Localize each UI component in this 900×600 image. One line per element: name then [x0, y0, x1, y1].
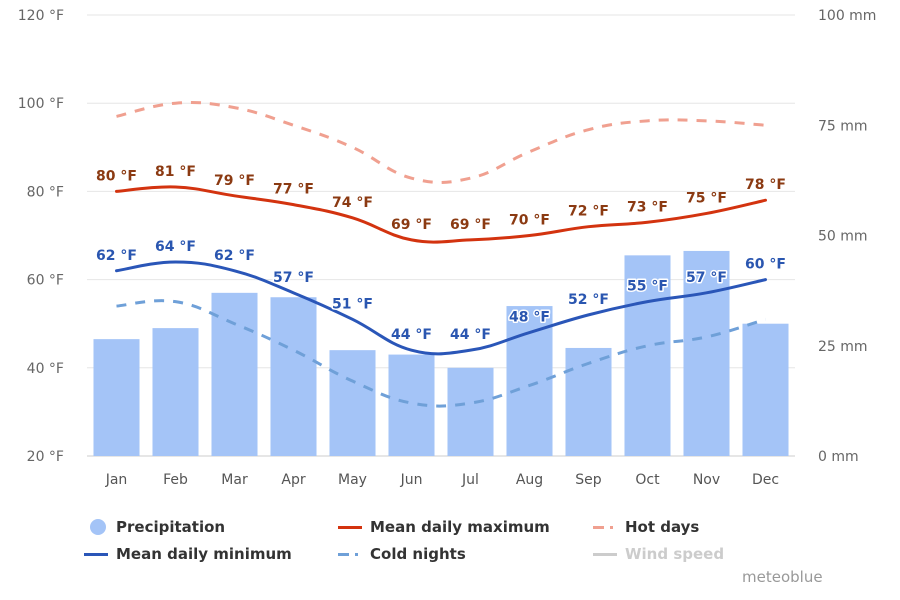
left-axis: 20 °F 40 °F 60 °F 80 °F 100 °F 120 °F — [18, 8, 64, 465]
left-tick-label: 120 °F — [18, 8, 64, 24]
precipitation-bar — [329, 350, 376, 456]
legend-item-mean-daily-maximum[interactable]: Mean daily maximum — [338, 516, 550, 538]
left-tick-label: 40 °F — [27, 361, 64, 377]
data-label: 48 °F — [509, 310, 550, 326]
data-label: 52 °F — [568, 292, 609, 308]
precipitation-bars — [93, 250, 789, 456]
x-tick-label: Mar — [221, 472, 248, 488]
data-label: 60 °F — [745, 257, 786, 273]
x-tick-label: Aug — [516, 472, 543, 488]
data-label: 75 °F — [686, 190, 727, 206]
right-tick-label: 100 mm — [818, 8, 876, 24]
data-label: 73 °F — [627, 199, 668, 215]
x-axis: Jan Feb Mar Apr May Jun Jul Aug Sep Oct Nov Dec — [105, 472, 779, 488]
legend-label: Hot days — [625, 518, 700, 536]
legend-item-wind-speed[interactable]: Wind speed — [593, 543, 724, 565]
x-tick-label: May — [338, 472, 367, 488]
data-label: 78 °F — [745, 177, 786, 193]
dash-dot-icon — [338, 543, 364, 565]
right-axis: 0 mm 25 mm 50 mm 75 mm 100 mm — [818, 8, 876, 465]
data-label: 69 °F — [450, 217, 491, 233]
line-icon — [84, 543, 110, 565]
data-label: 77 °F — [273, 182, 314, 198]
mean-daily-maximum-line — [115, 185, 767, 244]
precipitation-bar — [388, 354, 435, 456]
legend-item-precipitation[interactable]: Precipitation — [84, 516, 225, 538]
data-label: 44 °F — [450, 327, 491, 343]
legend-label: Precipitation — [116, 518, 226, 536]
legend-label: Cold nights — [370, 545, 466, 563]
precipitation-bar — [565, 347, 612, 456]
data-label: 44 °F — [391, 327, 432, 343]
data-labels: 80 °F 81 °F 79 °F 77 °F 74 °F 69 °F 69 °F 70 °F… — [95, 164, 788, 345]
left-tick-label: 100 °F — [18, 96, 64, 112]
hot-days-line — [116, 101, 766, 184]
precipitation-bar — [93, 339, 140, 456]
precipitation-bar — [211, 292, 258, 456]
data-label: 72 °F — [568, 204, 609, 220]
precipitation-bar — [152, 328, 199, 456]
legend-label: Mean daily maximum — [370, 518, 550, 536]
x-tick-label: Oct — [635, 472, 660, 488]
right-tick-label: 25 mm — [818, 339, 868, 355]
data-label: 55 °F — [627, 279, 668, 295]
x-tick-label: Sep — [575, 472, 602, 488]
data-label: 57 °F — [273, 270, 314, 286]
line-icon — [593, 543, 619, 565]
data-label: 64 °F — [155, 239, 196, 255]
legend: Precipitation Mean daily maximum Hot day… — [0, 512, 900, 572]
left-tick-label: 80 °F — [27, 184, 64, 200]
data-label: 79 °F — [214, 173, 255, 189]
precipitation-bar — [742, 323, 789, 456]
data-label: 62 °F — [96, 248, 137, 264]
mean-daily-minimum-line — [115, 260, 767, 356]
line-icon — [338, 516, 364, 538]
legend-item-cold-nights[interactable]: Cold nights — [338, 543, 466, 565]
x-tick-label: Jul — [461, 472, 479, 488]
legend-label: Mean daily minimum — [116, 545, 292, 563]
data-label: 70 °F — [509, 213, 550, 229]
data-label: 74 °F — [332, 195, 373, 211]
x-tick-label: Jan — [105, 472, 128, 488]
right-tick-label: 0 mm — [818, 449, 859, 465]
x-tick-label: Jun — [400, 472, 423, 488]
x-tick-label: Nov — [693, 472, 720, 488]
data-label: 62 °F — [214, 248, 255, 264]
data-label: 81 °F — [155, 164, 196, 180]
data-label: 69 °F — [391, 217, 432, 233]
x-tick-label: Feb — [163, 472, 188, 488]
dash-dot-icon — [593, 516, 619, 538]
precipitation-bar — [624, 255, 671, 456]
data-label: 57 °F — [686, 270, 727, 286]
precipitation-bar — [683, 250, 730, 456]
legend-item-hot-days[interactable]: Hot days — [593, 516, 699, 538]
temperature-lines — [115, 101, 767, 408]
left-tick-label: 20 °F — [27, 449, 64, 465]
data-label: 80 °F — [96, 168, 137, 184]
precipitation-bar — [447, 367, 494, 456]
right-tick-label: 75 mm — [818, 118, 868, 134]
data-label: 51 °F — [332, 296, 373, 312]
legend-item-mean-daily-minimum[interactable]: Mean daily minimum — [84, 543, 292, 565]
legend-label: Wind speed — [625, 545, 725, 563]
right-tick-label: 50 mm — [818, 229, 868, 245]
climate-chart: 20 °F 40 °F 60 °F 80 °F 100 °F 120 °F 0 mm 25 … — [18, 8, 877, 488]
x-tick-label: Dec — [752, 472, 779, 488]
x-tick-label: Apr — [281, 472, 305, 488]
circle-icon — [84, 516, 110, 538]
precipitation-bar — [270, 297, 317, 456]
left-tick-label: 60 °F — [27, 273, 64, 289]
credit-link[interactable]: meteoblue — [742, 568, 823, 586]
